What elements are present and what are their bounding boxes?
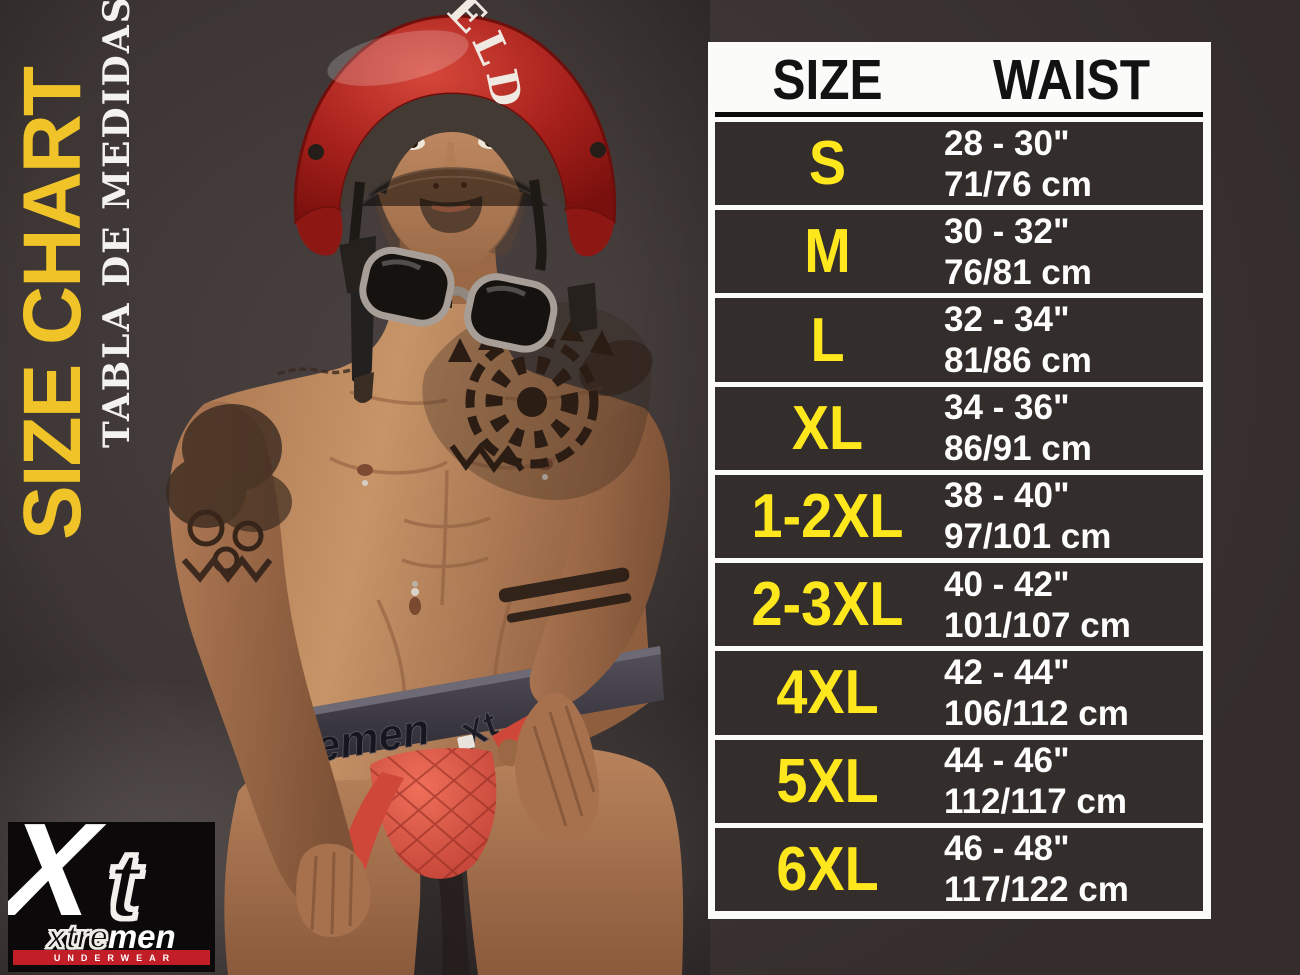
waist-cm: 106/112 cm <box>944 693 1129 733</box>
waist-value: 34 - 36" 86/91 cm <box>940 387 1203 469</box>
navel-piercing <box>409 597 421 615</box>
model-figure: emen Xt <box>166 0 684 975</box>
table-row: 4XL 42 - 44" 106/112 cm <box>715 651 1203 735</box>
size-table: SIZE WAIST S 28 - 30" 71/76 cm M 30 - 32… <box>708 42 1211 919</box>
table-row: S 28 - 30" 71/76 cm <box>715 122 1203 206</box>
waist-value: 28 - 30" 71/76 cm <box>940 123 1203 205</box>
size-value: 1-2XL <box>751 481 904 551</box>
logo-tagline: UNDERWEAR <box>53 952 177 963</box>
size-tag <box>457 734 475 751</box>
table-row: 5XL 44 - 46" 112/117 cm <box>715 739 1203 823</box>
waist-cm: 97/101 cm <box>944 517 1112 557</box>
size-value: S <box>808 129 847 199</box>
waist-cm: 71/76 cm <box>944 164 1092 204</box>
size-value: 4XL <box>776 658 879 728</box>
sleeve-tattoo <box>166 366 357 583</box>
waist-cm: 76/81 cm <box>944 252 1092 292</box>
page-subtitle: TABLA DE MEDIDAS <box>96 0 138 448</box>
logo-wordmark-solid: men <box>107 918 176 955</box>
column-header-waist: WAIST <box>992 48 1151 112</box>
size-value: 5XL <box>776 746 879 816</box>
waist-inches: 42 - 44" <box>944 652 1070 692</box>
waist-value: 32 - 34" 81/86 cm <box>940 299 1203 381</box>
logo-t-monogram: t <box>106 832 143 939</box>
waist-cm: 86/91 cm <box>944 429 1092 469</box>
xtremen-logo: X t xtremen UNDERWEAR <box>8 822 215 972</box>
header-divider <box>715 112 1203 117</box>
waist-cm: 101/107 cm <box>944 605 1131 645</box>
waist-value: 30 - 32" 76/81 cm <box>940 211 1203 293</box>
waist-inches: 46 - 48" <box>944 829 1070 869</box>
logo-wordmark-outline: xtre <box>46 918 109 955</box>
model-photo-illustration: emen Xt <box>0 0 710 975</box>
waist-cm: 117/122 cm <box>944 870 1129 910</box>
waist-inches: 44 - 46" <box>944 741 1070 781</box>
size-value: M <box>804 217 851 287</box>
waist-inches: 32 - 34" <box>944 300 1070 340</box>
armband-tattoo <box>498 567 632 623</box>
size-table-header: SIZE WAIST <box>715 48 1203 112</box>
size-value: L <box>810 305 845 375</box>
waist-inches: 34 - 36" <box>944 388 1070 428</box>
size-value: XL <box>791 393 864 463</box>
column-header-size: SIZE <box>772 48 883 112</box>
waist-inches: 30 - 32" <box>944 211 1070 251</box>
goggles <box>339 240 598 353</box>
waist-inches: 38 - 40" <box>944 476 1070 516</box>
waist-inches: 28 - 30" <box>944 123 1070 163</box>
waist-inches: 40 - 42" <box>944 564 1070 604</box>
table-row: M 30 - 32" 76/81 cm <box>715 210 1203 294</box>
size-value: 2-3XL <box>751 570 904 640</box>
waist-value: 42 - 44" 106/112 cm <box>940 652 1203 734</box>
table-row: L 32 - 34" 81/86 cm <box>715 298 1203 382</box>
table-row: 2-3XL 40 - 42" 101/107 cm <box>715 563 1203 647</box>
table-row: 1-2XL 38 - 40" 97/101 cm <box>715 474 1203 559</box>
logo-underwear-bar: UNDERWEAR <box>13 950 210 965</box>
waist-cm: 112/117 cm <box>944 782 1127 822</box>
logo-wordmark: xtremen <box>8 918 215 955</box>
waist-value: 40 - 42" 101/107 cm <box>940 564 1203 646</box>
waist-value: 44 - 46" 112/117 cm <box>940 740 1203 822</box>
table-row: XL 34 - 36" 86/91 cm <box>715 386 1203 470</box>
waist-value: 38 - 40" 97/101 cm <box>940 475 1203 557</box>
page-title: SIZE CHART <box>7 68 98 540</box>
table-row: 6XL 46 - 48" 117/122 cm <box>715 827 1203 911</box>
waist-value: 46 - 48" 117/122 cm <box>940 828 1203 910</box>
waist-cm: 81/86 cm <box>944 341 1092 381</box>
size-value: 6XL <box>776 834 879 904</box>
